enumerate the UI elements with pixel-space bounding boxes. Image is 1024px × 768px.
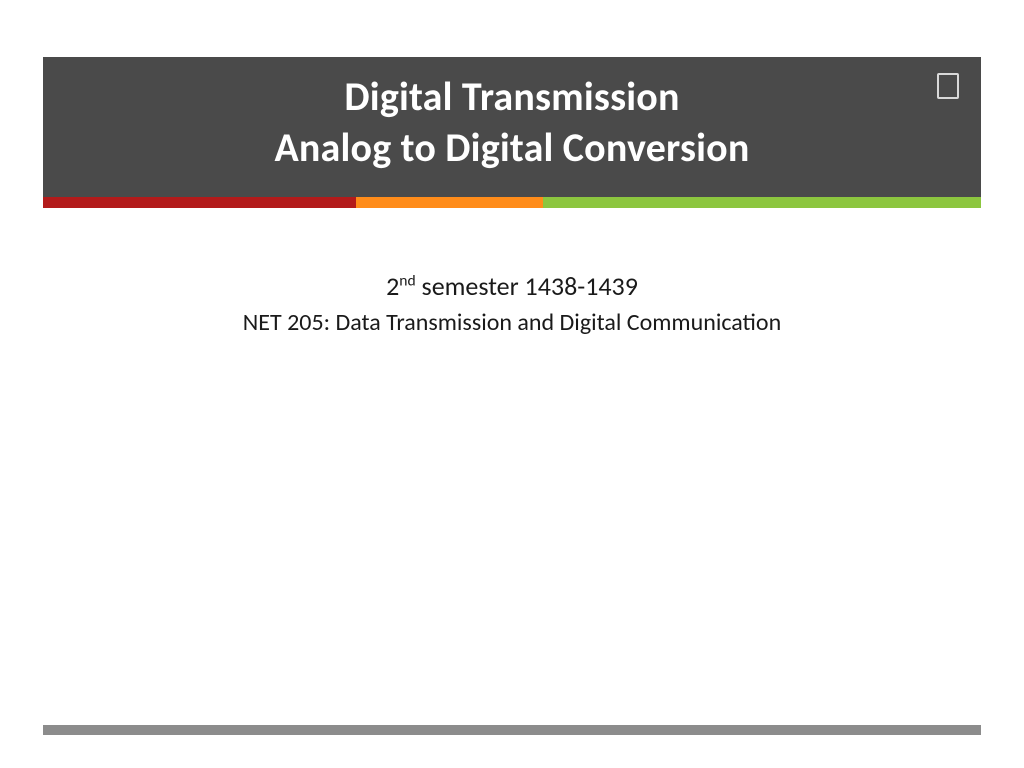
subtitle-line-2: NET 205: Data Transmission and Digital C… bbox=[0, 308, 1024, 337]
subtitle-line-1: 2nd semester 1438-1439 bbox=[0, 270, 1024, 302]
title-line-1: Digital Transmission bbox=[103, 71, 921, 122]
subtitle-prefix: 2 bbox=[386, 270, 399, 302]
accent-seg-red bbox=[43, 197, 356, 208]
title-band: Digital Transmission Analog to Digital C… bbox=[43, 57, 981, 197]
footer-bar bbox=[43, 725, 981, 735]
title-wrap: Digital Transmission Analog to Digital C… bbox=[43, 57, 981, 173]
subtitle-block: 2nd semester 1438-1439 NET 205: Data Tra… bbox=[0, 270, 1024, 337]
subtitle-super: nd bbox=[399, 271, 415, 290]
subtitle-rest: semester 1438-1439 bbox=[416, 270, 638, 302]
accent-bar bbox=[43, 197, 981, 208]
title-line-2: Analog to Digital Conversion bbox=[103, 122, 921, 173]
accent-seg-orange bbox=[356, 197, 544, 208]
corner-placeholder-icon bbox=[937, 73, 959, 99]
accent-seg-green bbox=[543, 197, 981, 208]
